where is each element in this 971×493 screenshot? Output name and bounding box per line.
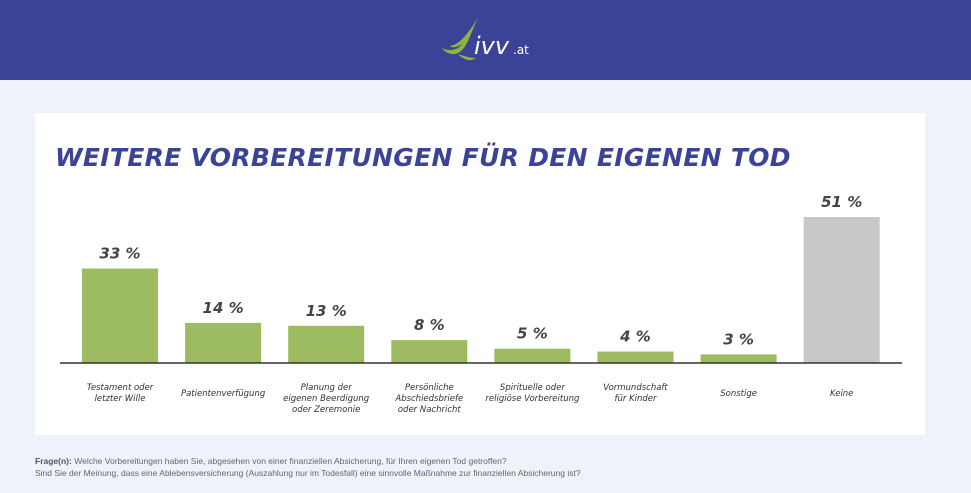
data-label: 5 % [517,325,548,343]
logo-text: ivv [474,32,510,60]
ivv-logo[interactable]: ivv .at [440,14,540,66]
category-label: Keine [829,389,854,399]
bar [82,268,158,363]
category-label: Vormundschaft für Kinder [603,383,668,404]
header-bar: ivv .at [0,0,971,80]
category-label: Persönliche Abschiedsbriefe oder Nachricht [395,383,464,415]
chart-title: WEITERE VORBEREITUNGEN FÜR DEN EIGENEN T… [55,143,791,172]
bar [288,325,365,363]
data-label: 51 % [821,193,862,211]
question-1: Welche Vorbereitungen haben Sie, abgeseh… [74,456,507,466]
question-label: Frage(n): [35,456,72,466]
chart-card [35,113,925,435]
bar [494,348,571,363]
category-label: Patientenverfügung [180,389,266,399]
question-2: Sind Sie der Meinung, dass eine Ablebens… [35,468,581,478]
data-label: 13 % [306,302,347,320]
category-label: Spirituelle oder religiöse Vorbereitung [485,383,580,404]
bar [700,354,777,363]
data-label: 14 % [203,299,244,317]
bar [803,217,880,363]
data-label: 3 % [723,330,754,348]
bar [597,351,674,363]
bar [185,322,262,363]
data-label: 33 % [99,245,140,263]
data-label: 8 % [414,316,445,334]
category-label: Sonstige [720,389,757,399]
data-label: 4 % [619,328,651,346]
bar [391,340,468,363]
footer-questions: Frage(n): Welche Vorbereitungen haben Si… [35,455,581,479]
logo-suffix: .at [513,43,529,57]
category-label: Planung der eigenen Beerdigung oder Zeremo… [283,383,370,415]
category-label: Testament oder letzter Wille [86,383,154,404]
